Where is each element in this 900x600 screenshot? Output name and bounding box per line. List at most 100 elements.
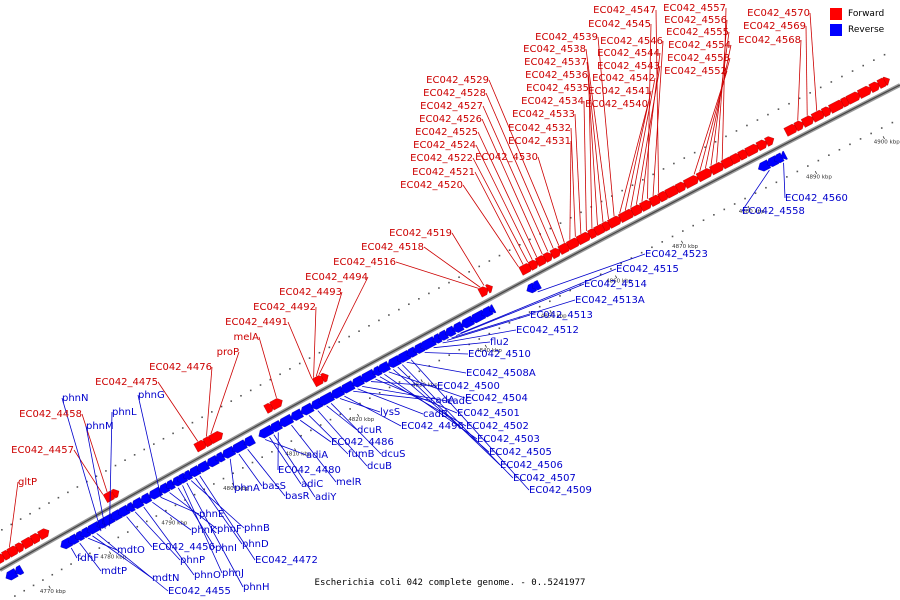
forward-gene-label: EC042_4556 — [664, 15, 727, 26]
axis-tick-label: 4850 kbp — [541, 313, 567, 319]
reverse-gene — [14, 564, 25, 576]
forward-gene-label-leader — [587, 74, 598, 226]
reverse-gene-label: EC042_4496 — [401, 421, 464, 432]
forward-gene-label-leader — [482, 105, 549, 252]
reverse-gene — [531, 279, 542, 291]
forward-gene-label: EC042_4545 — [588, 19, 651, 30]
reverse-gene-label: fdhF — [77, 553, 99, 564]
reverse-gene-label-leader — [783, 162, 786, 199]
reverse-gene-label-leader — [199, 475, 256, 561]
reverse-dot-track — [14, 121, 894, 597]
axis-tick-label: 4840 kbp — [476, 348, 502, 354]
reverse-gene-label: phnG — [138, 390, 165, 401]
forward-gene-label: EC042_4524 — [413, 140, 476, 151]
reverse-gene-label: EC042_4512 — [516, 325, 579, 336]
forward-gene-label: EC042_4521 — [412, 167, 475, 178]
forward-gene-label-leader — [586, 61, 604, 223]
forward-gene-label: EC042_4527 — [420, 101, 483, 112]
forward-gene-label: EC042_4529 — [426, 75, 489, 86]
axis-tick-mark — [48, 585, 51, 589]
reverse-gene-label: mdtN — [152, 573, 180, 584]
forward-gene — [485, 284, 493, 294]
forward-gene — [755, 139, 768, 152]
forward-gene-label-leader — [474, 171, 524, 265]
reverse-gene-label-leader — [424, 352, 469, 355]
legend-swatch-reverse — [830, 24, 842, 36]
forward-gene-label-leader — [462, 184, 519, 268]
forward-gene-label: EC042_4544 — [597, 48, 660, 59]
genome-caption: Escherichia coli 042 complete genome. - … — [314, 578, 586, 588]
reverse-gene-label: dcuR — [357, 425, 382, 436]
reverse-gene-label-leader — [330, 403, 382, 455]
forward-gene-label: EC042_4520 — [400, 180, 463, 191]
forward-gene — [477, 286, 489, 298]
forward-gene-label-leader — [206, 366, 213, 437]
reverse-gene-label: mdtO — [117, 545, 145, 556]
reverse-gene-label-leader — [169, 492, 218, 530]
forward-gene-label-leader — [423, 246, 481, 288]
reverse-gene-label: melR — [336, 477, 362, 488]
axis-tick-label: 4890 kbp — [806, 174, 832, 180]
reverse-gene-label-leader — [433, 341, 491, 349]
forward-gene-label-leader — [655, 9, 660, 193]
reverse-gene-label-leader — [264, 439, 307, 456]
axis-tick-mark — [357, 413, 360, 417]
reverse-gene-label: EC042_4480 — [278, 465, 341, 476]
forward-gene-label: EC042_4540 — [585, 99, 648, 110]
forward-gene — [14, 542, 25, 553]
forward-gene — [744, 143, 760, 157]
axis-tick-mark — [615, 275, 618, 279]
forward-gene-label: EC042_4533 — [512, 109, 575, 120]
axis-tick-label: 4770 kbp — [40, 589, 66, 595]
forward-gene-label-leader — [710, 31, 730, 166]
forward-gene-label-leader — [597, 36, 615, 217]
reverse-gene-label-leader — [177, 487, 216, 549]
forward-gene-label-leader — [805, 25, 808, 116]
reverse-gene-label: phnA — [234, 483, 260, 494]
axis-tick-label: 4780 kbp — [100, 555, 126, 561]
axis-tick-label: 4790 kbp — [161, 520, 187, 526]
forward-gene-label-leader — [797, 39, 802, 121]
reverse-gene-label-leader — [371, 381, 438, 387]
forward-gene-label: EC042_4492 — [253, 302, 316, 313]
reverse-gene-label-leader — [109, 411, 113, 527]
reverse-gene-label-leader — [442, 329, 517, 344]
reverse-gene-label: fumB — [348, 449, 375, 460]
forward-gene — [882, 76, 890, 86]
reverse-gene-label: adiC — [301, 479, 323, 490]
reverse-gene-label: phnE — [199, 509, 224, 520]
reverse-gene-label-leader — [126, 516, 153, 548]
reverse-gene — [780, 150, 788, 160]
reverse-gene-label: mdtP — [101, 566, 127, 577]
reverse-gene-label-leader — [134, 511, 181, 561]
axis-tick-label: 4860 kbp — [606, 279, 632, 285]
reverse-gene-label: EC042_4523 — [645, 249, 708, 260]
reverse-gene-label: EC042_4506 — [500, 460, 563, 471]
reverse-gene-label: lysS — [380, 407, 400, 418]
reverse-gene-label: EC042_4507 — [513, 473, 576, 484]
forward-gene — [527, 259, 539, 271]
reverse-gene-label: EC042_4509 — [529, 485, 592, 496]
reverse-gene-label: phnN — [62, 393, 89, 404]
forward-gene-label: EC042_4569 — [743, 21, 806, 32]
forward-gene-label-leader — [652, 40, 664, 196]
reverse-gene-label-leader — [229, 458, 235, 489]
forward-gene-label: EC042_4536 — [525, 70, 588, 81]
forward-gene-label: EC042_4528 — [423, 88, 486, 99]
forward-gene-label: EC042_4494 — [305, 272, 368, 283]
axis-tick-label: 4900 kbp — [874, 139, 900, 145]
reverse-gene-label: EC042_4558 — [742, 206, 805, 217]
axis-tick-mark — [814, 171, 817, 175]
forward-gene-label-leader — [574, 113, 582, 234]
reverse-gene-label: adiA — [306, 450, 328, 461]
forward-gene-label: EC042_4493 — [279, 287, 342, 298]
reverse-gene-label: EC042_4486 — [331, 437, 394, 448]
forward-gene-label: EC042_4542 — [592, 73, 655, 84]
reverse-gene-label-leader — [70, 547, 78, 559]
reverse-gene-label-leader — [393, 369, 490, 453]
forward-gene-label: EC042_4475 — [95, 377, 158, 388]
reverse-gene-label: EC042_4515 — [616, 264, 679, 275]
forward-gene-label-leader — [481, 118, 543, 255]
reverse-gene-label-leader — [308, 415, 349, 455]
